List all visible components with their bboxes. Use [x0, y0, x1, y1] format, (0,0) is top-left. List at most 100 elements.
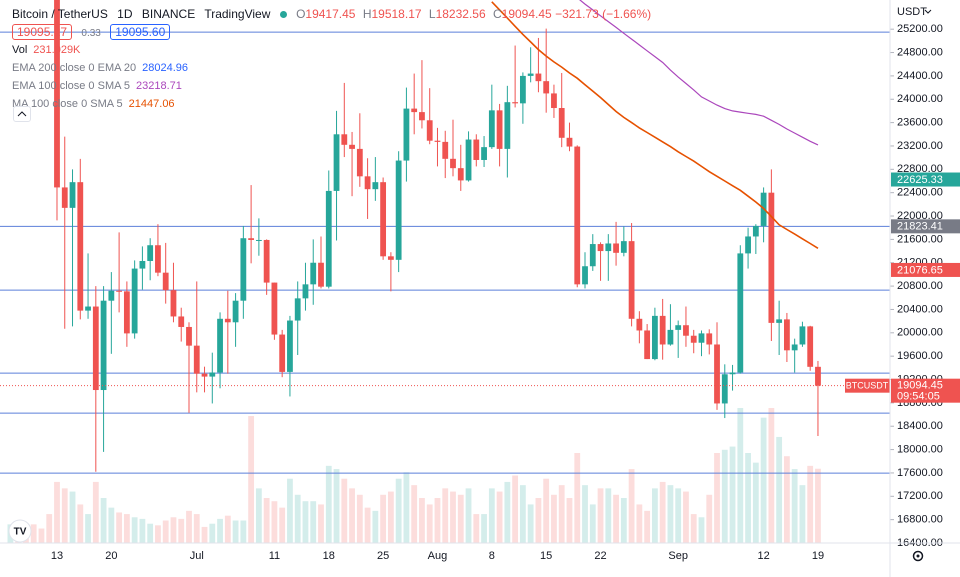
volume-bar: [419, 498, 425, 543]
candle-body: [721, 374, 728, 404]
volume-bar: [620, 498, 627, 543]
volume-bar: [116, 512, 123, 543]
candle-body: [566, 137, 573, 147]
x-tick-label: 15: [540, 550, 552, 562]
volume-bar: [488, 488, 495, 543]
axis: 16400.0016800.0017200.0017600.0018000.00…: [51, 23, 960, 562]
volume-bar: [683, 491, 689, 543]
volume-bar: [504, 481, 511, 543]
volume-bar: [255, 488, 262, 543]
l-label: L: [428, 7, 436, 21]
candle-body: [380, 182, 387, 257]
interval[interactable]: 1D: [117, 7, 133, 21]
y-tick-label: 24000.00: [897, 93, 943, 105]
exchange: BINANCE: [141, 7, 196, 21]
candle-body: [488, 110, 495, 148]
volume-bar: [760, 417, 767, 543]
currency[interactable]: USDT: [897, 6, 927, 18]
volume-bar: [496, 491, 503, 543]
volume-bar: [714, 453, 720, 543]
x-tick-label: 13: [51, 550, 63, 562]
volume-bar: [450, 491, 456, 543]
candle-body: [799, 326, 806, 345]
candle-body: [419, 112, 425, 121]
volume-bar: [372, 510, 379, 543]
candle-body: [519, 75, 526, 104]
volume-bar: [512, 475, 519, 543]
candle-body: [659, 315, 666, 345]
indicator-line: [579, 0, 819, 146]
candle-body: [450, 158, 456, 169]
volume-bar: [61, 488, 68, 543]
volume-bar: [341, 478, 348, 543]
volume-bar: [411, 485, 418, 543]
indicator-name: EMA 200 close 0 EMA 20: [12, 62, 137, 74]
volume-bar: [519, 485, 526, 543]
candle-body: [318, 262, 324, 287]
volume-bar: [799, 485, 806, 543]
sell-price[interactable]: 19095.27: [12, 24, 73, 40]
status-dot: [279, 11, 287, 18]
candle-body: [69, 182, 76, 208]
y-tick-label: 17200.00: [897, 490, 943, 502]
candle-body: [364, 176, 371, 190]
candle-body: [287, 320, 293, 372]
volume-bar: [38, 528, 45, 543]
candle-body: [426, 120, 433, 141]
volume-bar: [457, 494, 464, 543]
candle-body: [131, 268, 138, 334]
buy-price[interactable]: 19095.60: [110, 24, 171, 40]
candle-body: [395, 160, 402, 260]
spread: 0.33: [81, 28, 101, 39]
candle-body: [636, 318, 643, 331]
volume-bar: [698, 517, 705, 543]
volume-bar: [566, 498, 573, 543]
volume-bar: [776, 436, 783, 543]
svg-text:TV: TV: [14, 527, 27, 538]
candle-body: [178, 316, 185, 327]
y-tick-label: 21600.00: [897, 233, 943, 245]
volume-bar: [387, 491, 394, 543]
candle-body: [116, 290, 123, 292]
candle-body: [434, 140, 441, 142]
dropdown-icon[interactable]: [924, 9, 932, 14]
x-tick-label: 12: [757, 550, 769, 562]
volume-bar: [558, 485, 565, 543]
volume-bar: [162, 520, 169, 543]
candle-body: [61, 187, 68, 208]
candle-body: [294, 298, 301, 321]
candle-body: [263, 239, 270, 283]
volume-bar: [535, 498, 542, 543]
indicator-name: Vol: [12, 44, 28, 56]
settings-icon[interactable]: [912, 550, 924, 562]
candle-body: [574, 146, 581, 285]
volume-bar: [481, 514, 487, 543]
candle-body: [683, 325, 689, 336]
candle-body: [302, 284, 309, 299]
volume-bar: [465, 488, 472, 543]
volume-bar: [349, 488, 355, 543]
candle-body: [807, 326, 814, 367]
high: 19518.17: [371, 7, 422, 21]
price-label: 21076.65: [897, 264, 943, 276]
y-tick-label: 20400.00: [897, 303, 943, 315]
candle-body: [651, 315, 658, 360]
symbol[interactable]: Bitcoin / TetherUS: [12, 7, 108, 21]
collapse-button[interactable]: [13, 106, 31, 122]
x-tick-label: 11: [269, 550, 280, 562]
candle-body: [551, 93, 557, 109]
candle-body: [558, 108, 565, 138]
candle-body: [248, 238, 255, 240]
low: 18232.56: [435, 7, 486, 21]
indicator-row: EMA 100 close 0 SMA 5 23218.71: [12, 80, 188, 92]
volume-bar: [263, 498, 270, 543]
volume-bar: [302, 501, 309, 543]
candle-body: [325, 190, 332, 287]
volume-bar: [69, 491, 76, 543]
volume-bar: [403, 472, 410, 543]
volume-bar: [123, 514, 130, 543]
candle-body: [481, 147, 487, 160]
candle-body: [582, 266, 588, 285]
candle-body: [201, 373, 208, 377]
tv-logo[interactable]: TV: [8, 519, 32, 543]
